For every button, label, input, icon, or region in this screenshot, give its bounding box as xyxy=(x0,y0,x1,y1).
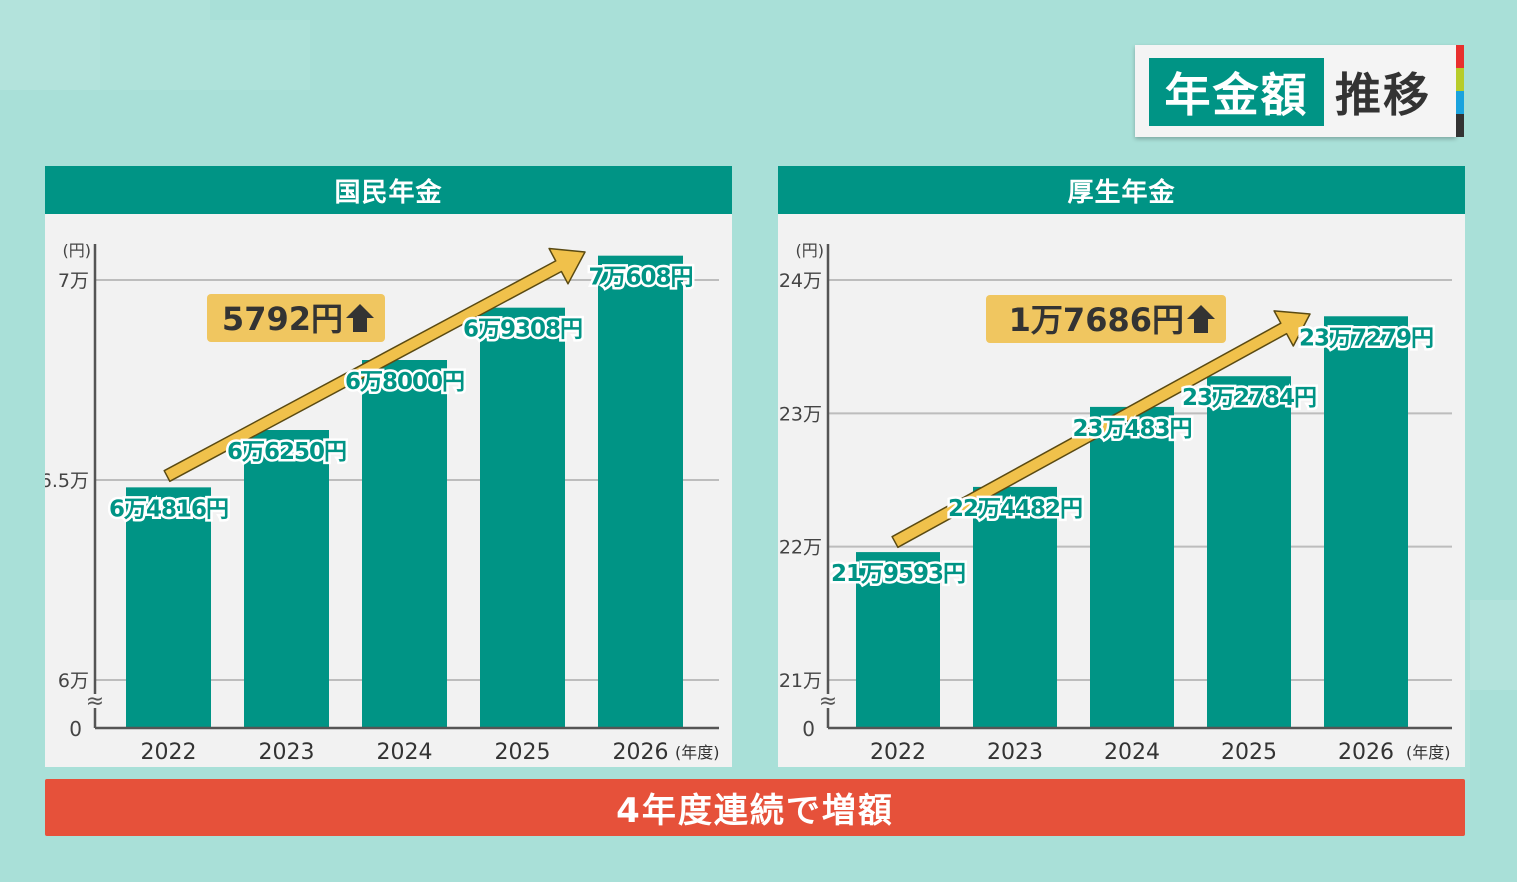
background-tile xyxy=(1470,600,1517,690)
x-tick-label: 2025 xyxy=(495,740,551,765)
axis-break-gap xyxy=(87,694,103,708)
value-label: 23万7279円 xyxy=(1299,325,1433,351)
chart-panel-kokumin: 国民年金 7万 6.5万 6万 0 (円) ≈2022 2023 2024 2025 2026 (年… xyxy=(45,166,732,767)
background-tile xyxy=(210,20,310,90)
value-label: 23万2784円 xyxy=(1182,385,1316,411)
y-zero-label: 0 xyxy=(802,717,815,741)
chart-kosei: 24万 23万 22万 21万 0 (円) ≈2022 2023 2024 2025 2026 (年度… xyxy=(779,241,1452,765)
value-label: 6万9308円 xyxy=(463,317,582,343)
x-tick-label: 2026 xyxy=(1338,740,1394,765)
increase-label: 5792円 xyxy=(222,300,343,338)
up-arrow-icon xyxy=(346,304,374,332)
color-stripe-blue xyxy=(1456,91,1464,114)
bar-2023 xyxy=(973,486,1057,728)
y-tick-label: 6.5万 xyxy=(45,470,89,492)
title-box: 年金額 推移 xyxy=(1135,45,1464,137)
x-tick-label: 2025 xyxy=(1221,740,1277,765)
bar-2022 xyxy=(126,487,211,728)
trend-arrow xyxy=(891,310,1311,549)
y-tick-label: 22万 xyxy=(779,537,822,559)
value-label: 23万483円 xyxy=(1072,416,1191,442)
y-zero-label: 0 xyxy=(69,717,82,741)
x-tick-label: 2024 xyxy=(1104,740,1160,765)
bar-2026 xyxy=(598,255,683,728)
value-label: 6万6250円 xyxy=(227,439,346,465)
chart-panel-kosei: 厚生年金 24万 23万 22万 21万 0 (円) ≈2022 2023 2024 2025 20… xyxy=(778,166,1465,767)
y-unit-label: (円) xyxy=(63,241,92,260)
chart-kokumin: 7万 6.5万 6万 0 (円) ≈2022 2023 2024 2025 2026 (年度) 6万4… xyxy=(45,241,720,765)
y-unit-label: (円) xyxy=(796,241,825,260)
bar-2025 xyxy=(1207,376,1291,728)
title-sub: 推移 xyxy=(1335,68,1431,122)
x-tick-label: 2022 xyxy=(870,740,926,765)
chart-title: 国民年金 xyxy=(45,166,732,214)
chart-title: 厚生年金 xyxy=(778,166,1465,214)
bar-2023 xyxy=(244,430,329,728)
up-arrow-icon xyxy=(1187,305,1215,333)
increase-badge xyxy=(207,294,385,342)
bar-2026 xyxy=(1324,316,1408,728)
background-tile xyxy=(100,0,210,90)
background-tile xyxy=(0,0,100,90)
y-tick-label: 6万 xyxy=(58,670,89,692)
color-stripe-red xyxy=(1456,45,1464,68)
value-label: 6万4816円 xyxy=(109,496,228,522)
y-tick-label: 7万 xyxy=(58,270,89,292)
value-label: 22万4482円 xyxy=(948,496,1082,522)
y-tick-label: 21万 xyxy=(779,670,822,692)
value-label: 21万9593円 xyxy=(831,561,965,587)
y-tick-label: 23万 xyxy=(779,403,822,425)
x-unit-label: (年度) xyxy=(675,743,720,762)
bar-2024 xyxy=(1090,406,1174,728)
x-tick-label: 2022 xyxy=(141,740,197,765)
axis-break-mark: ≈ xyxy=(86,689,104,714)
x-tick-label: 2023 xyxy=(987,740,1043,765)
bar-2024 xyxy=(362,360,447,728)
trend-arrow xyxy=(163,247,586,483)
y-tick-label: 24万 xyxy=(779,270,822,292)
value-label: 6万8000円 xyxy=(345,369,464,395)
increase-badge xyxy=(986,295,1226,343)
axis-break-gap xyxy=(820,694,836,708)
axis-break-mark: ≈ xyxy=(819,689,837,714)
bar-2025 xyxy=(480,307,565,728)
x-unit-label: (年度) xyxy=(1406,743,1451,762)
x-tick-label: 2024 xyxy=(377,740,433,765)
value-label: 7万608円 xyxy=(588,265,692,291)
summary-banner: 4年度連続で増額 xyxy=(45,779,1465,836)
color-stripe-yellow xyxy=(1456,68,1464,91)
color-stripe-dark xyxy=(1456,114,1464,137)
x-tick-label: 2023 xyxy=(259,740,315,765)
title-main: 年金額 xyxy=(1149,58,1324,126)
bar-2022 xyxy=(856,552,940,728)
increase-label: 1万7686円 xyxy=(1009,301,1184,339)
x-tick-label: 2026 xyxy=(613,740,669,765)
